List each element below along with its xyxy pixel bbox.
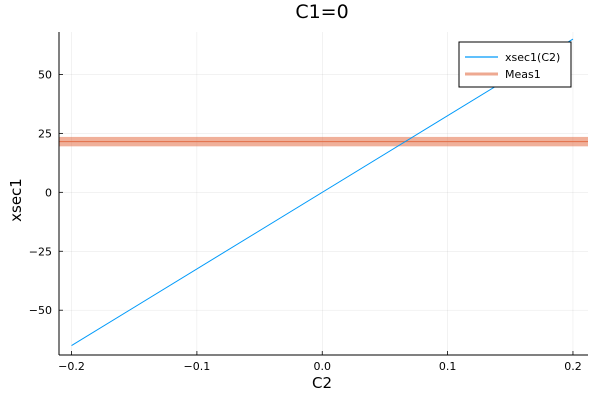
y-tick-label: 0 [45,186,52,199]
y-tick-label: −50 [29,304,52,317]
y-tick-label: 50 [38,68,52,81]
legend-label-xsec1: xsec1(C2) [505,51,560,64]
legend: xsec1(C2) Meas1 [458,41,572,88]
x-tick-label: 0.2 [564,360,582,373]
xsec1-line [71,38,574,346]
legend-label-meas1: Meas1 [505,68,541,81]
y-ticks: −50 −25 0 25 50 [29,68,63,317]
axes [58,32,588,356]
y-tick-label: 25 [38,127,52,140]
legend-box [458,41,572,88]
x-tick-label: −0.2 [58,360,85,373]
y-tick-label: −25 [29,245,52,258]
x-ticks: −0.2 −0.1 0.0 0.1 0.2 [58,351,582,373]
y-axis-title: xsec1 [7,178,25,222]
chart-title: C1=0 [295,1,348,23]
meas1-band-layer [59,136,588,147]
x-axis-title: C2 [312,374,332,392]
x-tick-label: 0.0 [313,360,331,373]
x-tick-label: −0.1 [184,360,211,373]
series-layer [71,38,574,346]
x-tick-label: 0.1 [439,360,457,373]
